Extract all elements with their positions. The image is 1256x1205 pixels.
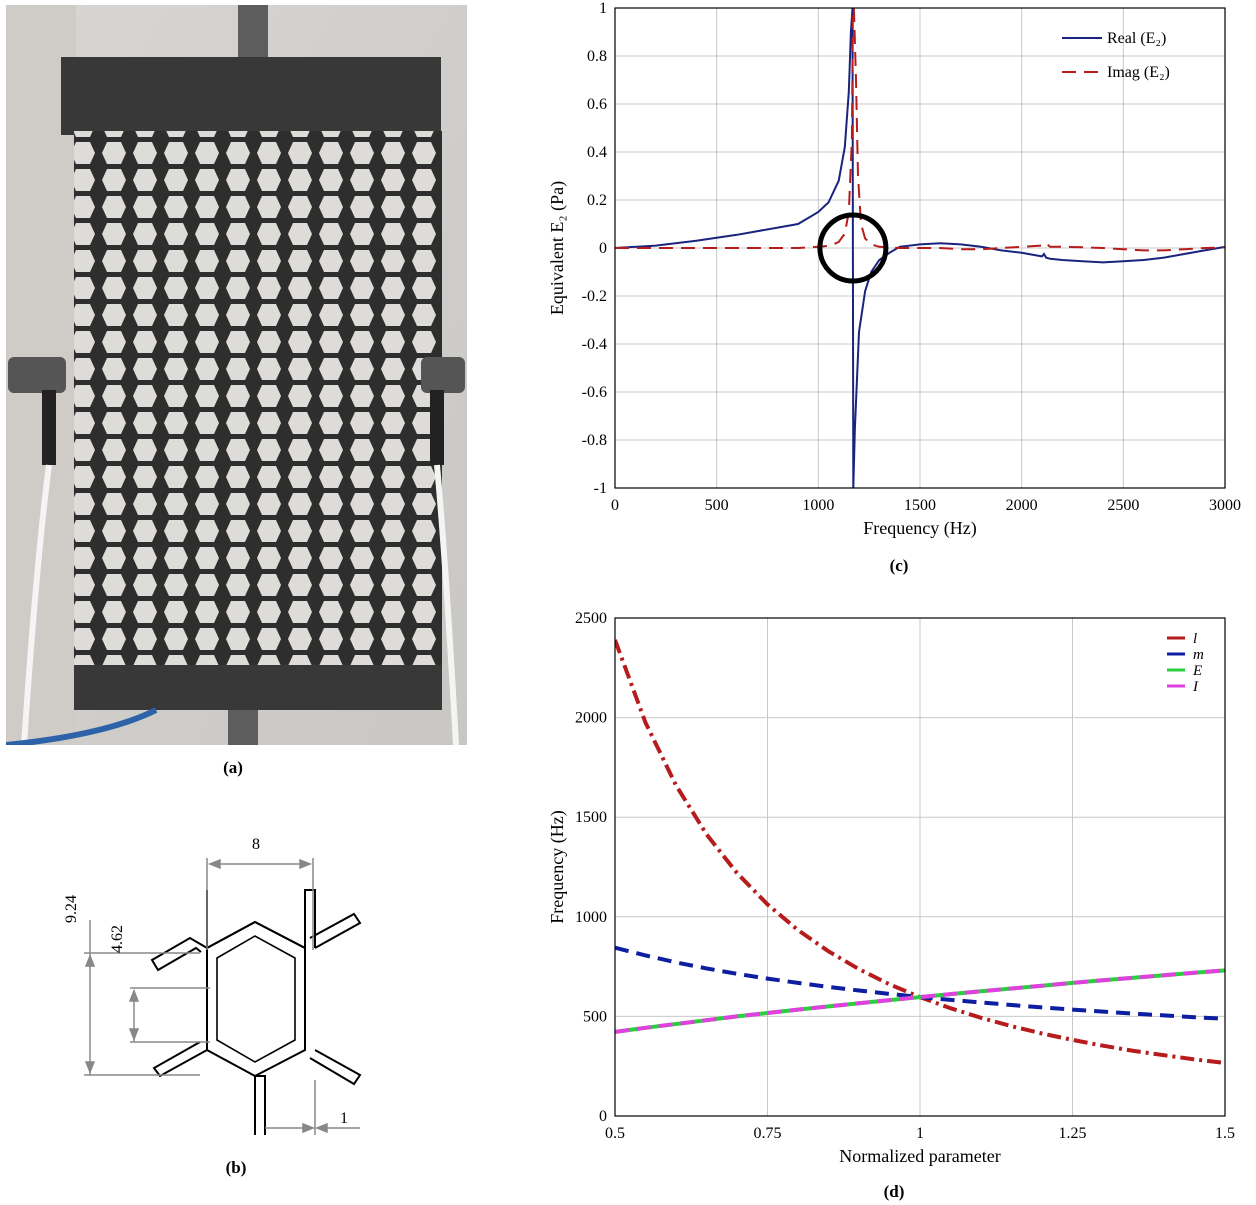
bottom-shaker-rod (228, 705, 258, 745)
y-tick-label: -1 (594, 480, 607, 497)
x-tick-label: 0.75 (754, 1125, 782, 1142)
y-tick-label: 500 (583, 1008, 607, 1025)
bottom-clamp (74, 665, 442, 710)
legend-label-1: Imag (E₂) (1107, 64, 1170, 81)
x-tick-label: 1000 (802, 497, 834, 514)
y-tick-label: 0.8 (587, 48, 607, 65)
plot-frame (614, 617, 1226, 1117)
x-tick-label: 1500 (904, 497, 936, 514)
y-tick-label: -0.2 (582, 288, 607, 305)
dim-height-outer-label: 9.24 (63, 895, 80, 923)
x-tick-label: 500 (705, 497, 729, 514)
unit-cell-drawing: 8 9.24 4.62 1 (63, 830, 410, 1150)
y-tick-label: -0.4 (582, 336, 607, 353)
top-clamp (61, 57, 441, 135)
y-axis-label: Equivalent E₂ (Pa) (547, 181, 568, 315)
dim-thickness-label: 1 (340, 1110, 348, 1127)
x-tick-label: 0 (611, 497, 619, 514)
right-accelerometer (421, 357, 465, 393)
unit-cell-outline (150, 889, 362, 1135)
dim-width-label: 8 (252, 836, 260, 853)
caption-c: (c) (889, 556, 909, 575)
y-tick-label: 1 (599, 0, 607, 17)
legend-label-2: E (1192, 663, 1202, 679)
legend-label-1: m (1193, 647, 1204, 663)
y-tick-label: -0.8 (582, 432, 607, 449)
top-shaker-rod (238, 5, 268, 63)
x-tick-label: 0.5 (605, 1125, 625, 1142)
x-tick-label: 1.25 (1059, 1125, 1087, 1142)
x-tick-label: 3000 (1209, 497, 1241, 514)
y-tick-label: -0.6 (582, 384, 607, 401)
y-axis-label: Frequency (Hz) (547, 810, 568, 923)
caption-a: (a) (223, 758, 243, 777)
caption-b: (b) (225, 1158, 247, 1177)
plot-frame (614, 7, 1226, 489)
specimen-photo-drawing (6, 5, 467, 745)
legend-label-0: Real (E₂) (1107, 30, 1166, 47)
x-axis-label: Frequency (Hz) (863, 518, 976, 539)
chart-d: 0.5 0.75 1 1.25 1.5 0 500 1000 1500 2000 2500 Norma… (547, 610, 1235, 1166)
series-line-Imag (E₂) (615, 8, 1225, 252)
honeycomb-lattice (74, 131, 442, 673)
x-tick-label: 2500 (1107, 497, 1139, 514)
dim-height-inner-label: 4.62 (109, 925, 126, 953)
x-tick-label: 2000 (1006, 497, 1038, 514)
series-line-I (615, 968, 1225, 1034)
chart-c: 0 500 1000 1500 2000 2500 3000 -1 -0.8 -0.6 -0.4 -0… (547, 0, 1241, 539)
y-tick-label: 0.2 (587, 192, 607, 209)
y-tick-label: 0.6 (587, 96, 607, 113)
y-tick-label: 0 (599, 240, 607, 257)
legend-label-0: l (1193, 631, 1197, 647)
x-axis-label: Normalized parameter (839, 1146, 1000, 1166)
y-tick-label: 2000 (575, 710, 607, 727)
specimen-photo (6, 5, 467, 745)
y-tick-label: 0.4 (587, 144, 607, 161)
x-tick-label: 1 (916, 1125, 924, 1142)
resonance-circle-annotation (817, 212, 889, 284)
y-tick-label: 2500 (575, 610, 607, 627)
y-tick-label: 1500 (575, 809, 607, 826)
y-tick-label: 1000 (575, 909, 607, 926)
y-tick-label: 0 (599, 1108, 607, 1125)
legend-label-3: I (1192, 679, 1199, 695)
x-tick-label: 1.5 (1215, 1125, 1235, 1142)
caption-d: (d) (883, 1182, 905, 1201)
left-accelerometer (8, 357, 66, 393)
